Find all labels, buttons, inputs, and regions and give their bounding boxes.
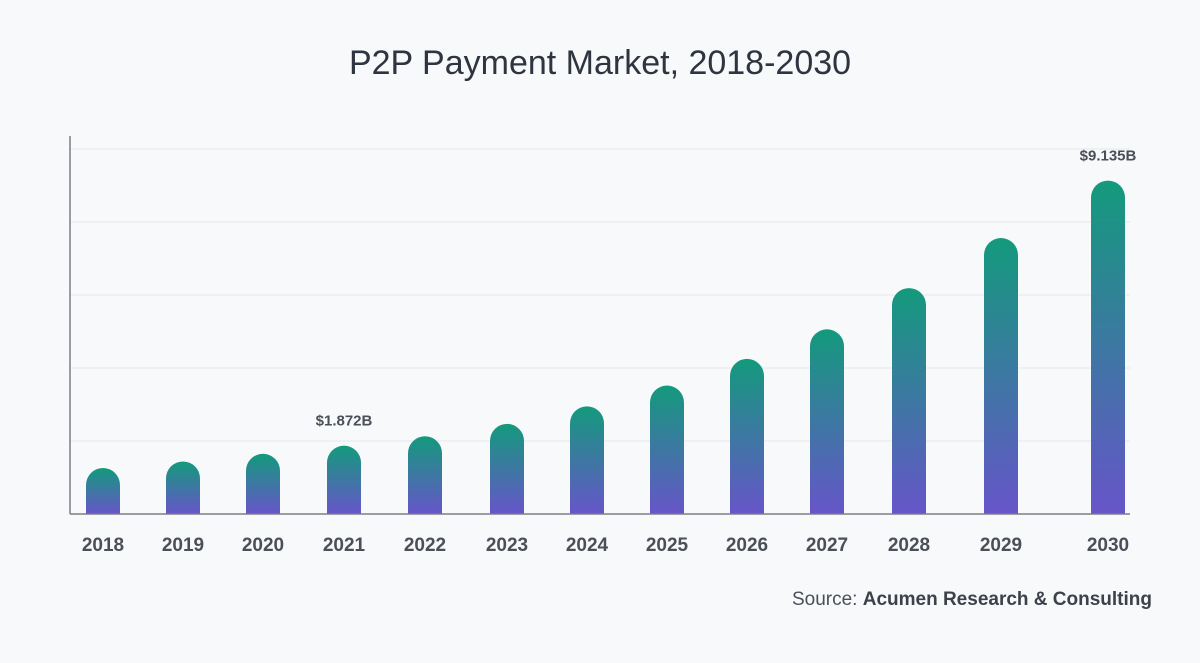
source-prefix: Source:	[791, 589, 863, 610]
x-tick-label: 2029	[980, 535, 1022, 556]
bar-2025	[650, 385, 684, 514]
bar-2018	[86, 468, 120, 514]
bar-2029	[984, 238, 1018, 514]
x-tick-label: 2026	[726, 535, 768, 556]
bar-2022	[408, 436, 442, 514]
x-tick-label: 2018	[82, 535, 124, 556]
bar-2021	[327, 445, 361, 514]
bar-2028	[892, 288, 926, 514]
x-tick-label: 2022	[404, 535, 446, 556]
x-tick-label: 2028	[888, 535, 930, 556]
bar-2019	[166, 461, 200, 514]
bar-2024	[570, 406, 604, 514]
bars	[86, 180, 1125, 514]
bar-2023	[490, 423, 524, 514]
bar-2026	[730, 358, 764, 514]
data-labels: $1.872B $9.135B	[316, 148, 1137, 430]
x-tick-label: 2021	[323, 535, 366, 556]
data-label: $1.872B	[316, 413, 373, 430]
x-tick-label: 2020	[242, 535, 284, 556]
source-note: Source: Acumen Research & Consulting	[792, 589, 1152, 611]
x-tick-label: 2027	[806, 535, 848, 556]
x-tick-label: 2024	[566, 535, 609, 556]
gridlines	[70, 148, 1130, 442]
bar-2030	[1091, 180, 1125, 514]
bar-2020	[246, 453, 280, 514]
source-name: Acumen Research & Consulting	[862, 589, 1152, 610]
chart-title: P2P Payment Market, 2018-2030	[348, 44, 852, 82]
bar-2027	[810, 329, 844, 514]
x-tick-label: 2025	[646, 535, 689, 556]
x-tick-label: 2023	[486, 535, 528, 556]
x-tick-label: 2019	[162, 535, 204, 556]
x-tick-label: 2030	[1087, 535, 1129, 556]
data-label: $9.135B	[1080, 148, 1137, 165]
x-tick-labels: 2018 2019 2020 2021 2022 2023 2024 2025 2026 2027…	[82, 535, 1129, 556]
